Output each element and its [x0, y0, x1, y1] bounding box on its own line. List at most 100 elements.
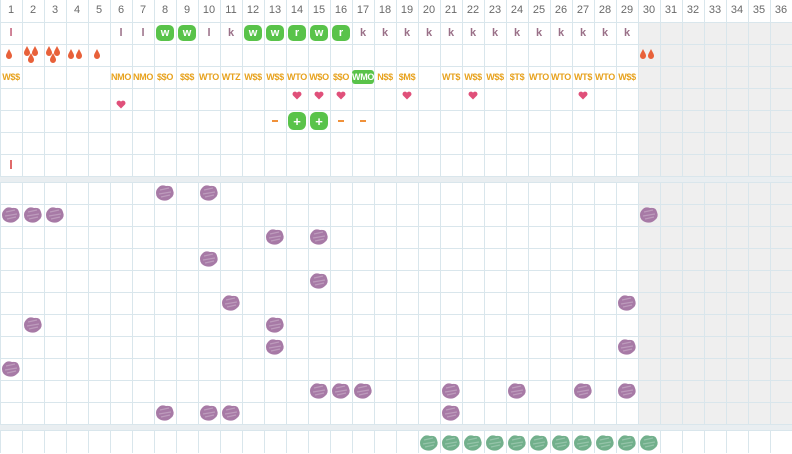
day-letter-mark: k	[601, 27, 609, 39]
activity-blob[interactable]	[22, 314, 44, 336]
day-letter-mark: k	[425, 27, 433, 39]
day-number: 25	[532, 4, 546, 16]
day-number: 19	[400, 4, 414, 16]
day-code: W$$	[266, 72, 284, 82]
dash-mark	[272, 120, 278, 122]
status-badge[interactable]: w	[156, 25, 174, 41]
day-code: W$$	[244, 72, 262, 82]
activity-blob[interactable]	[616, 380, 638, 402]
activity-blob[interactable]	[616, 292, 638, 314]
activity-blob[interactable]	[572, 380, 594, 402]
day-number: 3	[51, 4, 59, 16]
dash-mark	[338, 120, 344, 122]
day-letter-mark: k	[403, 27, 411, 39]
shaded-region-mid	[638, 182, 792, 424]
status-badge[interactable]: w	[310, 25, 328, 41]
period-blob[interactable]	[506, 431, 528, 454]
day-number: 32	[686, 4, 700, 16]
activity-blob[interactable]	[198, 182, 220, 204]
activity-blob[interactable]	[220, 402, 242, 424]
period-blob[interactable]	[616, 431, 638, 454]
activity-blob[interactable]	[308, 380, 330, 402]
day-number: 4	[73, 4, 81, 16]
activity-blob[interactable]	[0, 358, 22, 380]
period-blob[interactable]	[484, 431, 506, 454]
day-code: $$O	[156, 72, 174, 82]
day-code: $M$	[398, 72, 416, 82]
activity-blob[interactable]	[22, 204, 44, 226]
activity-blob[interactable]	[440, 380, 462, 402]
tick-mark	[10, 160, 12, 169]
day-number: 26	[554, 4, 568, 16]
status-badge[interactable]: r	[332, 25, 350, 41]
activity-blob[interactable]	[198, 402, 220, 424]
activity-blob[interactable]	[0, 204, 22, 226]
activity-blob[interactable]	[44, 204, 66, 226]
period-blob[interactable]	[462, 431, 484, 454]
day-code: W$$	[464, 72, 482, 82]
day-letter-mark: k	[491, 27, 499, 39]
day-number: 15	[312, 4, 326, 16]
plus-icon[interactable]: +	[310, 112, 328, 130]
day-code: WTO	[551, 72, 571, 82]
activity-blob[interactable]	[616, 336, 638, 358]
period-blob[interactable]	[594, 431, 616, 454]
activity-blob[interactable]	[220, 292, 242, 314]
day-number: 30	[642, 4, 656, 16]
activity-blob[interactable]	[308, 270, 330, 292]
status-badge[interactable]: w	[244, 25, 262, 41]
activity-blob[interactable]	[264, 314, 286, 336]
day-code: WTO	[529, 72, 549, 82]
day-number: 9	[183, 4, 191, 16]
period-blob[interactable]	[528, 431, 550, 454]
activity-blob[interactable]	[440, 402, 462, 424]
day-code: $$$	[179, 72, 195, 82]
day-number: 10	[202, 4, 216, 16]
day-number: 34	[730, 4, 744, 16]
day-number: 11	[225, 4, 237, 16]
activity-blob[interactable]	[154, 182, 176, 204]
day-code: WTZ	[221, 72, 241, 82]
day-number: 22	[466, 4, 480, 16]
activity-blob[interactable]	[506, 380, 528, 402]
activity-blob[interactable]	[330, 380, 352, 402]
day-code: $T$	[509, 72, 525, 82]
day-letter-mark: l	[119, 27, 123, 39]
heart-icon	[572, 89, 594, 101]
day-number: 33	[708, 4, 722, 16]
heart-icon	[330, 89, 352, 101]
plus-icon[interactable]: +	[288, 112, 306, 130]
activity-blob[interactable]	[308, 226, 330, 248]
period-blob[interactable]	[418, 431, 440, 454]
day-code: N$$	[377, 72, 393, 82]
period-blob[interactable]	[440, 431, 462, 454]
drop-icon	[44, 44, 66, 66]
status-badge[interactable]: r	[288, 25, 306, 41]
activity-blob[interactable]	[638, 204, 660, 226]
status-badge[interactable]: w	[266, 25, 284, 41]
day-letter-mark: l	[141, 27, 145, 39]
day-letter-mark: l	[207, 27, 211, 39]
drop-icon	[66, 44, 88, 66]
day-number: 14	[290, 4, 304, 16]
activity-blob[interactable]	[264, 226, 286, 248]
period-blob[interactable]	[572, 431, 594, 454]
status-badge[interactable]: w	[178, 25, 196, 41]
drop-icon	[0, 44, 22, 66]
dash-mark	[360, 120, 366, 122]
period-blob[interactable]	[550, 431, 572, 454]
activity-blob[interactable]	[352, 380, 374, 402]
day-number: 24	[510, 4, 524, 16]
day-code: NMO	[110, 72, 132, 82]
day-number: 17	[356, 4, 370, 16]
period-blob[interactable]	[638, 431, 660, 454]
activity-blob[interactable]	[154, 402, 176, 424]
section-divider	[0, 176, 792, 182]
section-divider	[0, 424, 792, 430]
day-number: 35	[752, 4, 766, 16]
activity-blob[interactable]	[264, 336, 286, 358]
activity-blob[interactable]	[198, 248, 220, 270]
day-letter-mark: k	[623, 27, 631, 39]
